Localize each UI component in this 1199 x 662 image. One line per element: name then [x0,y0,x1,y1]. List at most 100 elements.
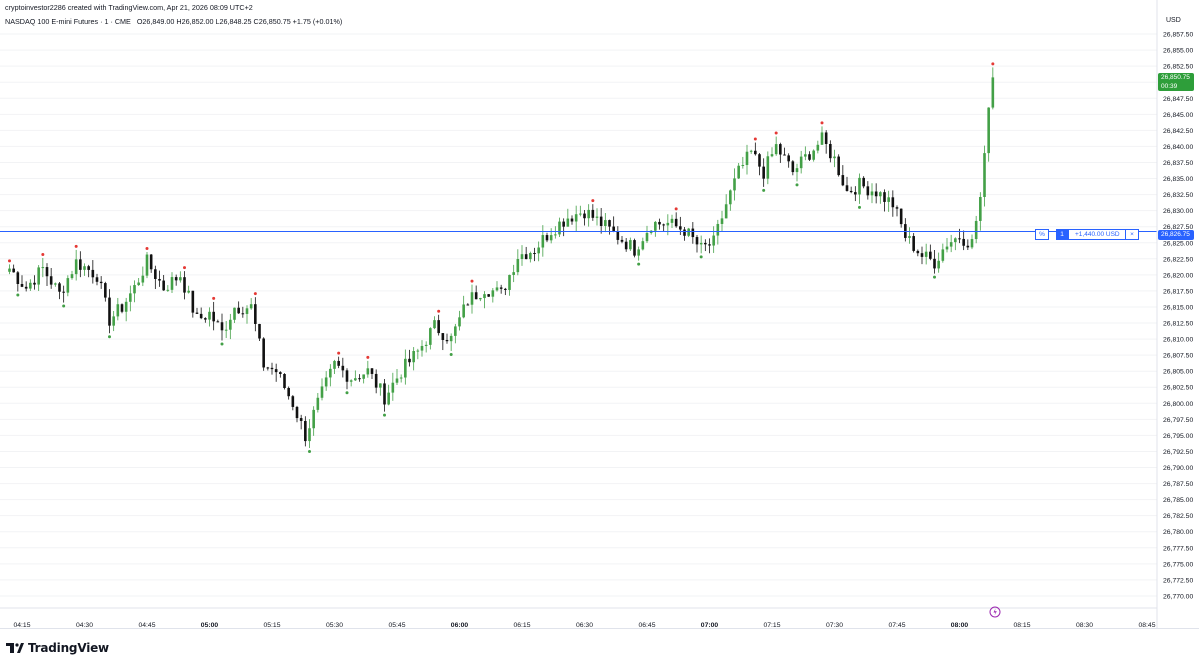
candle-body [658,221,661,225]
time-tick-label: 08:00 [951,622,969,628]
price-axis: 26,857.5026,855.0026,852.5026,850.0026,8… [1163,32,1193,601]
price-tick-label: 26,825.00 [1163,240,1193,247]
candle-body [666,222,670,226]
price-tick-label: 26,772.50 [1163,577,1193,584]
candle-body [379,383,382,388]
candle-body [37,267,40,285]
candle-body [537,247,540,254]
position-percent-toggle[interactable]: % [1035,229,1049,240]
tradingview-logo-text: TradingView [28,641,109,655]
candle-body [308,428,311,442]
candle-body [154,269,157,279]
candle-body [662,224,665,226]
candle-body [641,241,645,250]
alert-icon[interactable] [989,606,1001,618]
swing-low-marker [637,262,641,266]
time-tick-label: 07:00 [701,622,719,628]
candle-body [137,282,140,286]
close-position-button[interactable]: × [1126,229,1139,240]
candle-body [108,297,111,326]
swing-high-marker [820,121,824,125]
candle-body [629,240,632,250]
candle-body [233,307,236,320]
candle-body [49,276,53,285]
candle-body [508,274,511,290]
candle-body [883,192,886,202]
price-tick-label: 26,822.50 [1163,256,1193,263]
swing-high-marker [591,199,595,203]
candle-body [41,267,45,269]
candle-body [312,409,315,429]
candle-body [45,267,49,277]
candle-body [391,382,395,393]
candle-body [620,239,624,242]
swing-low-marker [220,342,224,346]
candle-body [554,234,557,236]
candle-body [337,360,340,366]
candle-body [541,235,545,248]
candle-body [491,290,495,297]
candle-body [162,280,165,291]
price-tick-label: 26,820.00 [1163,272,1193,279]
price-tick-label: 26,805.00 [1163,369,1193,376]
candle-body [408,358,411,363]
candle-body [83,266,86,270]
candle-body [416,350,420,352]
candle-body [812,150,815,160]
candle-body [729,190,732,205]
candle-body [33,282,36,285]
candle-body [129,293,132,302]
candle-body [545,235,549,241]
price-tick-label: 26,810.00 [1163,337,1193,344]
candle-body [774,144,778,155]
candle-body [258,323,261,339]
candle-body [204,318,207,320]
candle-body [512,272,515,275]
tradingview-logo[interactable]: TradingView [6,641,109,655]
candle-body [270,367,274,370]
candle-body [495,287,499,291]
time-tick-label: 07:45 [888,622,905,628]
symbol-info-bar[interactable]: NASDAQ 100 E-mini Futures · 1 · CME O26,… [5,17,346,26]
candle-body [966,245,970,248]
position-quantity[interactable]: 1 [1056,229,1068,240]
price-tick-label: 26,817.50 [1163,288,1193,295]
candle-body [274,369,278,373]
candle-body [195,312,199,314]
candle-body [704,242,707,245]
candle-body [529,253,532,260]
price-tick-label: 26,792.50 [1163,449,1193,456]
candle-body [974,220,978,240]
candlestick-series [8,67,995,448]
price-tick-label: 26,802.50 [1163,385,1193,392]
price-chart[interactable]: 26,857.5026,855.0026,852.5026,850.0026,8… [0,0,1199,628]
swing-high-marker [74,244,78,248]
symbol-name[interactable]: NASDAQ 100 E-mini Futures · 1 · CME [5,17,131,26]
candle-body [229,319,232,330]
swing-high-marker [774,131,778,135]
swing-high-marker [437,309,441,313]
time-tick-label: 05:45 [388,622,405,628]
candle-body [737,165,740,179]
swing-low-marker [108,335,111,339]
candle-body [54,283,57,285]
chart-grid [0,33,1157,597]
candle-body [945,246,949,250]
candle-body [124,301,128,312]
candle-body [716,223,720,236]
candle-body [691,228,695,238]
position-pnl[interactable]: +1,440.00 USD [1068,229,1126,240]
candle-body [787,155,790,162]
candle-body [295,406,299,419]
position-widget[interactable]: % 1 +1,440.00 USD × [1035,229,1139,240]
candle-body [608,220,611,227]
candle-body [949,242,953,247]
candle-body [141,275,145,283]
candle-body [383,383,386,405]
chart-watermark: cryptoinvestor2286 created with TradingV… [5,3,253,12]
candle-body [849,190,853,193]
candle-body [441,333,445,340]
candle-body [745,151,749,166]
candle-body [687,228,690,236]
price-tick-label: 26,800.00 [1163,401,1193,408]
